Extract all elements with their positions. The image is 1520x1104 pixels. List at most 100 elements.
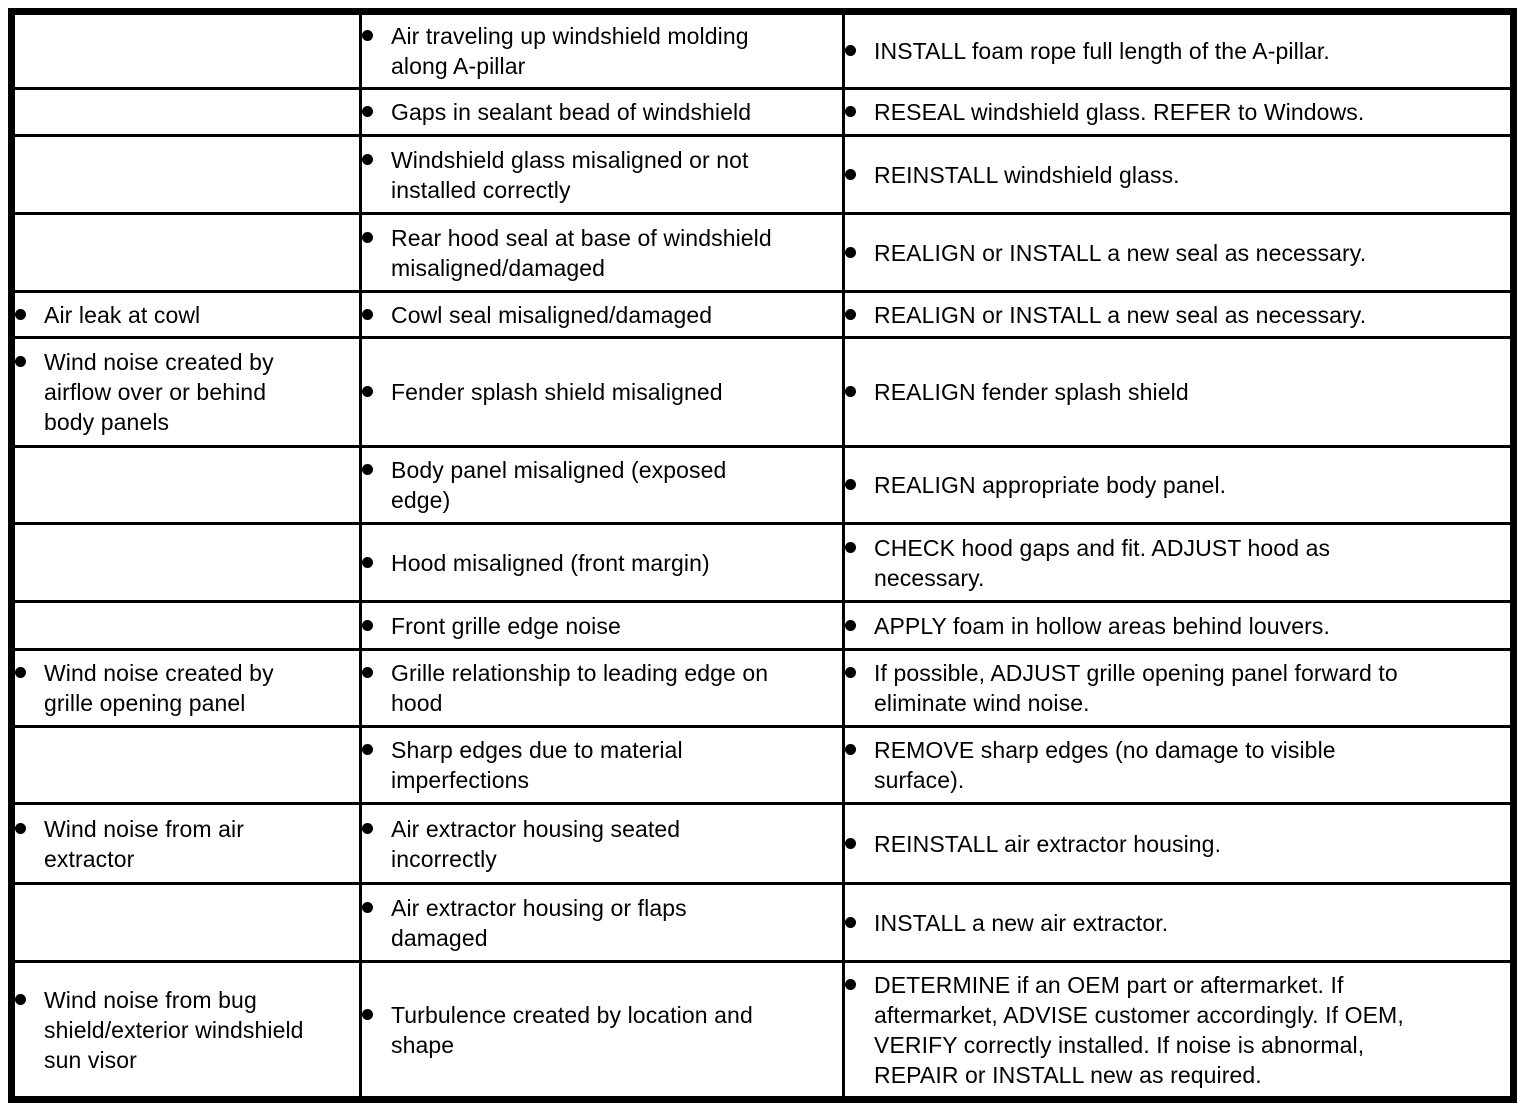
- bullet-icon: [15, 667, 26, 678]
- bullet-icon: [362, 1008, 373, 1020]
- source-cell: Windshield glass misaligned or not insta…: [359, 134, 845, 215]
- source-cell: Front grille edge noise: [359, 600, 845, 651]
- bullet-icon: [845, 386, 856, 397]
- bullet-icon: [845, 978, 856, 990]
- action-cell: REINSTALL windshield glass.: [842, 134, 1515, 215]
- bullet-item: Body panel misaligned (exposed edge): [362, 455, 832, 515]
- condition-cell: Wind noise from bug shield/exterior wind…: [10, 960, 362, 1101]
- action-text: DETERMINE if an OEM part or aftermarket.…: [874, 971, 1404, 1088]
- table-row: Air leak at cowl Cowl seal misaligned/dam…: [10, 290, 1515, 339]
- table-row: Wind noise created by grille opening pan…: [10, 648, 1515, 728]
- table-row: Air traveling up windshield molding alon…: [10, 10, 1515, 90]
- action-text: REINSTALL air extractor housing.: [874, 830, 1222, 857]
- action-text: If possible, ADJUST grille opening panel…: [874, 660, 1398, 716]
- table-row: Front grille edge noise APPLY foam in hol…: [10, 600, 1515, 651]
- bullet-item: Air extractor housing or flaps damaged: [362, 893, 832, 953]
- bullet-item: Air traveling up windshield molding alon…: [362, 21, 832, 81]
- bullet-icon: [15, 308, 26, 320]
- action-text: CHECK hood gaps and fit. ADJUST hood as …: [874, 534, 1331, 591]
- table-row: Wind noise from air extractor Air extract…: [10, 802, 1515, 885]
- source-cell: Air traveling up windshield molding alon…: [359, 10, 845, 90]
- condition-cell: Wind noise created by grille opening pan…: [10, 648, 362, 728]
- condition-text: Air leak at cowl: [44, 301, 201, 328]
- condition-text: Wind noise created by airflow over or be…: [44, 349, 274, 435]
- bullet-icon: [15, 356, 26, 367]
- bullet-icon: [362, 464, 373, 475]
- condition-cell: [10, 600, 362, 651]
- source-text: Turbulence created by location and shape: [391, 1001, 753, 1058]
- bullet-item: Rear hood seal at base of windshield mis…: [362, 223, 832, 283]
- action-cell: INSTALL foam rope full length of the A-p…: [842, 10, 1515, 90]
- action-cell: REALIGN or INSTALL a new seal as necessa…: [842, 290, 1515, 339]
- bullet-item: REMOVE sharp edges (no damage to visible…: [845, 735, 1500, 795]
- action-cell: INSTALL a new air extractor.: [842, 882, 1515, 963]
- action-text: REALIGN fender splash shield: [874, 379, 1189, 405]
- bullet-icon: [362, 30, 373, 41]
- source-text: Sharp edges due to material imperfection…: [391, 737, 683, 793]
- bullet-icon: [362, 386, 373, 397]
- action-text: REALIGN or INSTALL a new seal as necessa…: [874, 239, 1367, 266]
- condition-cell: Wind noise created by airflow over or be…: [10, 336, 362, 448]
- bullet-icon: [845, 667, 856, 678]
- bullet-icon: [845, 308, 856, 320]
- action-cell: REMOVE sharp edges (no damage to visible…: [842, 725, 1515, 805]
- bullet-item: REALIGN fender splash shield: [845, 377, 1500, 407]
- table-row: Gaps in sealant bead of windshield RESEAL…: [10, 87, 1515, 137]
- action-text: REALIGN appropriate body panel.: [874, 472, 1227, 498]
- source-cell: Rear hood seal at base of windshield mis…: [359, 212, 845, 293]
- condition-cell: Wind noise from air extractor: [10, 802, 362, 885]
- bullet-item: Wind noise from bug shield/exterior wind…: [15, 985, 349, 1075]
- condition-text: Wind noise created by grille opening pan…: [44, 660, 274, 716]
- bullet-item: Fender splash shield misaligned: [362, 377, 832, 407]
- bullet-item: If possible, ADJUST grille opening panel…: [845, 658, 1500, 718]
- action-text: APPLY foam in hollow areas behind louver…: [874, 612, 1330, 639]
- condition-cell: [10, 882, 362, 963]
- source-cell: Turbulence created by location and shape: [359, 960, 845, 1101]
- action-text: REMOVE sharp edges (no damage to visible…: [874, 737, 1336, 793]
- action-cell: RESEAL windshield glass. REFER to Window…: [842, 87, 1515, 137]
- diagnosis-table: Air traveling up windshield molding alon…: [8, 8, 1517, 1103]
- bullet-item: INSTALL a new air extractor.: [845, 908, 1500, 938]
- bullet-item: REALIGN or INSTALL a new seal as necessa…: [845, 300, 1500, 330]
- table-row: Air extractor housing or flaps damaged IN…: [10, 882, 1515, 963]
- source-text: Hood misaligned (front margin): [391, 549, 710, 576]
- bullet-item: INSTALL foam rope full length of the A-p…: [845, 36, 1500, 66]
- bullet-icon: [845, 479, 856, 490]
- bullet-item: Hood misaligned (front margin): [362, 548, 832, 578]
- condition-cell: [10, 87, 362, 137]
- condition-cell: [10, 134, 362, 215]
- source-cell: Air extractor housing seated incorrectly: [359, 802, 845, 885]
- bullet-icon: [845, 168, 856, 180]
- action-cell: CHECK hood gaps and fit. ADJUST hood as …: [842, 522, 1515, 603]
- table-row: Body panel misaligned (exposed edge) REAL…: [10, 445, 1515, 525]
- bullet-item: Windshield glass misaligned or not insta…: [362, 145, 832, 205]
- source-text: Gaps in sealant bead of windshield: [391, 99, 752, 125]
- bullet-item: Air leak at cowl: [15, 300, 349, 330]
- bullet-item: CHECK hood gaps and fit. ADJUST hood as …: [845, 533, 1500, 593]
- bullet-icon: [362, 822, 373, 834]
- bullet-item: Wind noise from air extractor: [15, 814, 349, 874]
- source-text: Body panel misaligned (exposed edge): [391, 457, 727, 513]
- table-row: Sharp edges due to material imperfection…: [10, 725, 1515, 805]
- source-cell: Body panel misaligned (exposed edge): [359, 445, 845, 525]
- table-row: Wind noise from bug shield/exterior wind…: [10, 960, 1515, 1101]
- source-text: Front grille edge noise: [391, 612, 621, 639]
- bullet-icon: [845, 916, 856, 928]
- condition-text: Wind noise from bug shield/exterior wind…: [44, 986, 304, 1073]
- bullet-icon: [845, 45, 856, 56]
- table-row: Wind noise created by airflow over or be…: [10, 336, 1515, 448]
- bullet-item: APPLY foam in hollow areas behind louver…: [845, 611, 1500, 641]
- action-cell: If possible, ADJUST grille opening panel…: [842, 648, 1515, 728]
- bullet-item: REINSTALL windshield glass.: [845, 160, 1500, 190]
- action-text: INSTALL a new air extractor.: [874, 909, 1169, 936]
- bullet-icon: [362, 901, 373, 913]
- bullet-icon: [845, 619, 856, 631]
- diagnosis-table-body: Air traveling up windshield molding alon…: [10, 10, 1515, 1101]
- table-row: Windshield glass misaligned or not insta…: [10, 134, 1515, 215]
- condition-cell: Air leak at cowl: [10, 290, 362, 339]
- bullet-icon: [845, 106, 856, 117]
- source-text: Windshield glass misaligned or not insta…: [391, 146, 749, 203]
- source-text: Cowl seal misaligned/damaged: [391, 301, 713, 328]
- bullet-item: Cowl seal misaligned/damaged: [362, 300, 832, 330]
